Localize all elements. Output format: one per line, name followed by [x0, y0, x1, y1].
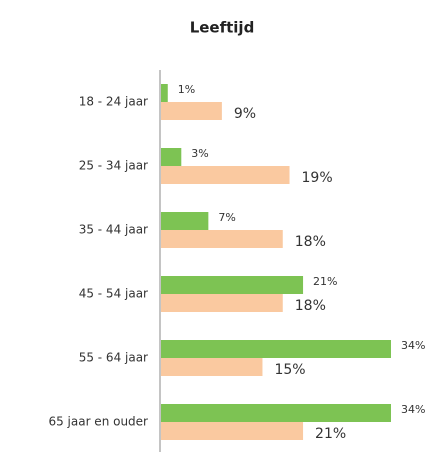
bar	[161, 166, 290, 184]
bar	[161, 358, 263, 376]
bar	[161, 422, 304, 440]
data-label: 18%	[295, 298, 326, 314]
y-tick-label: 55 - 64 jaar	[79, 351, 148, 365]
y-tick-label: 35 - 44 jaar	[79, 223, 148, 237]
data-label: 18%	[295, 234, 326, 250]
data-label: 19%	[302, 170, 333, 186]
data-label: 1%	[178, 83, 195, 96]
data-label: 15%	[274, 362, 305, 378]
bar	[161, 276, 304, 294]
data-label: 9%	[234, 106, 256, 122]
bar	[161, 212, 209, 230]
y-tick-label: 18 - 24 jaar	[79, 95, 148, 109]
bar	[161, 230, 283, 248]
bar	[161, 340, 391, 358]
data-label: 21%	[315, 426, 346, 442]
data-label: 34%	[401, 403, 425, 416]
bar	[161, 294, 283, 312]
bar	[161, 102, 222, 120]
chart-title: Leeftijd	[190, 19, 255, 37]
data-label: 3%	[191, 147, 208, 160]
data-label: 34%	[401, 339, 425, 352]
y-tick-label: 65 jaar en ouder	[48, 415, 148, 429]
bar	[161, 148, 182, 166]
bar	[161, 404, 391, 422]
bar	[161, 84, 168, 102]
y-tick-label: 25 - 34 jaar	[79, 159, 148, 173]
y-tick-label: 45 - 54 jaar	[79, 287, 148, 301]
data-label: 7%	[218, 211, 235, 224]
data-label: 21%	[313, 275, 337, 288]
